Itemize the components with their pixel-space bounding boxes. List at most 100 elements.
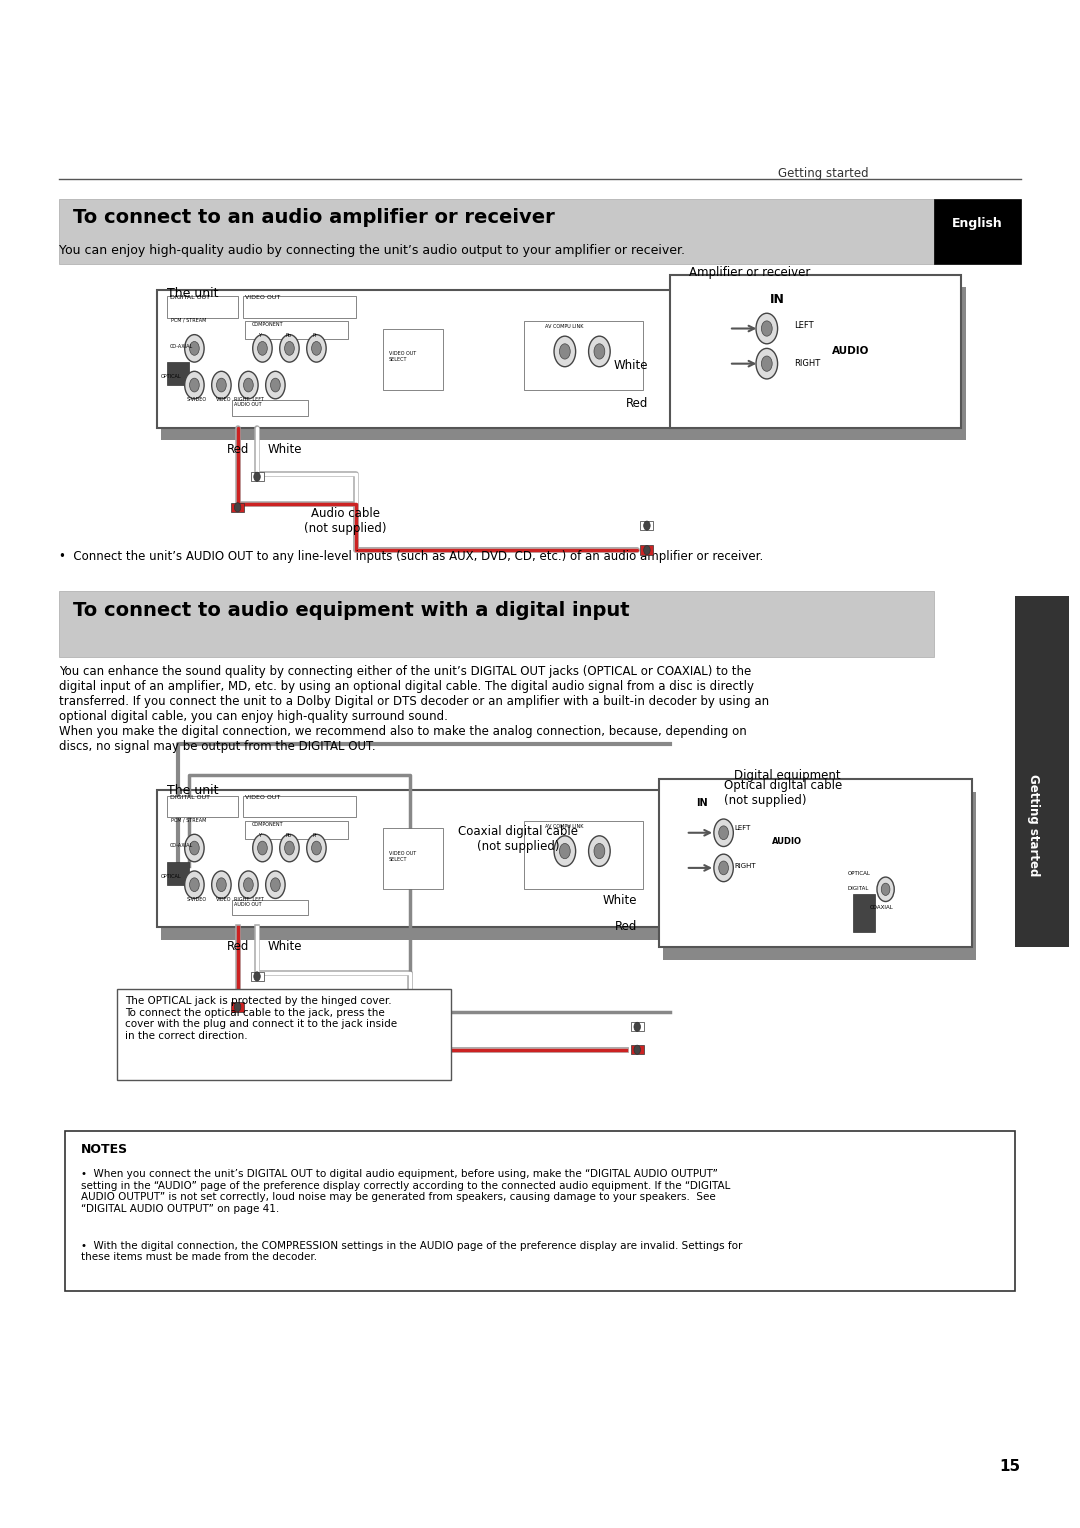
Bar: [631, 1022, 644, 1031]
Circle shape: [559, 344, 570, 359]
Text: Getting started: Getting started: [778, 167, 868, 180]
FancyBboxPatch shape: [245, 321, 348, 339]
Text: Pr: Pr: [312, 833, 318, 837]
Circle shape: [270, 877, 281, 892]
Circle shape: [644, 545, 650, 555]
Text: AUDIO: AUDIO: [772, 837, 802, 847]
FancyBboxPatch shape: [167, 796, 238, 817]
Text: AUDIO OUT: AUDIO OUT: [234, 902, 262, 906]
FancyBboxPatch shape: [524, 321, 643, 390]
FancyBboxPatch shape: [934, 199, 1021, 264]
Circle shape: [257, 342, 268, 356]
Circle shape: [589, 336, 610, 367]
Text: The unit: The unit: [167, 784, 219, 798]
Text: Red: Red: [615, 920, 637, 934]
Text: 15: 15: [999, 1459, 1021, 1475]
Circle shape: [212, 871, 231, 898]
Bar: [640, 545, 653, 555]
Text: •  Connect the unit’s AUDIO OUT to any line-level inputs (such as AUX, DVD, CD, : • Connect the unit’s AUDIO OUT to any li…: [59, 550, 764, 564]
Circle shape: [190, 877, 199, 892]
Text: Audio cable
(not supplied): Audio cable (not supplied): [305, 507, 387, 535]
Text: COAXIAL: COAXIAL: [869, 905, 893, 909]
Text: DIGITAL OUT: DIGITAL OUT: [170, 295, 210, 299]
Circle shape: [212, 371, 231, 399]
Text: Red: Red: [227, 443, 249, 457]
Text: •  When you connect the unit’s DIGITAL OUT to digital audio equipment, before us: • When you connect the unit’s DIGITAL OU…: [81, 1169, 730, 1213]
Circle shape: [254, 972, 260, 981]
Text: Pb: Pb: [285, 333, 292, 338]
Text: White: White: [268, 940, 302, 953]
Bar: [640, 521, 653, 530]
FancyBboxPatch shape: [663, 792, 976, 960]
Text: Red: Red: [227, 940, 249, 953]
Circle shape: [756, 313, 778, 344]
Circle shape: [190, 342, 199, 356]
Circle shape: [280, 834, 299, 862]
Circle shape: [634, 1045, 640, 1054]
Text: LEFT: LEFT: [734, 825, 751, 831]
Circle shape: [243, 877, 253, 892]
Text: AUDIO OUT: AUDIO OUT: [234, 402, 262, 406]
FancyBboxPatch shape: [524, 821, 643, 889]
Circle shape: [719, 827, 728, 840]
Text: To connect to audio equipment with a digital input: To connect to audio equipment with a dig…: [73, 601, 630, 619]
Text: Getting started: Getting started: [1027, 775, 1040, 876]
Text: You can enjoy high-quality audio by connecting the unit’s audio output to your a: You can enjoy high-quality audio by conn…: [59, 244, 686, 258]
Bar: [231, 503, 244, 512]
Circle shape: [243, 379, 253, 393]
Text: NOTES: NOTES: [81, 1143, 129, 1157]
FancyBboxPatch shape: [59, 591, 934, 657]
Circle shape: [634, 1022, 640, 1031]
FancyBboxPatch shape: [232, 900, 308, 915]
Circle shape: [594, 344, 605, 359]
Circle shape: [190, 379, 199, 393]
Text: RIGHT: RIGHT: [794, 359, 820, 368]
Circle shape: [266, 871, 285, 898]
Circle shape: [554, 336, 576, 367]
Circle shape: [185, 834, 204, 862]
FancyBboxPatch shape: [65, 1131, 1015, 1291]
Circle shape: [285, 342, 294, 356]
Circle shape: [185, 371, 204, 399]
Text: The OPTICAL jack is protected by the hinged cover.
To connect the optical cable : The OPTICAL jack is protected by the hin…: [125, 996, 397, 1041]
Text: Pb: Pb: [285, 833, 292, 837]
FancyBboxPatch shape: [1015, 596, 1069, 947]
Text: White: White: [268, 443, 302, 457]
FancyBboxPatch shape: [167, 362, 189, 385]
Circle shape: [266, 371, 285, 399]
FancyBboxPatch shape: [670, 275, 961, 428]
FancyBboxPatch shape: [167, 296, 238, 318]
Text: Coaxial digital cable
(not supplied): Coaxial digital cable (not supplied): [458, 825, 579, 853]
FancyBboxPatch shape: [243, 296, 356, 318]
FancyBboxPatch shape: [161, 802, 690, 940]
Text: PCM / STREAM: PCM / STREAM: [171, 817, 206, 822]
Text: White: White: [613, 359, 648, 373]
Circle shape: [185, 335, 204, 362]
FancyBboxPatch shape: [161, 303, 690, 440]
Circle shape: [714, 819, 733, 847]
Text: CO-AXIAL: CO-AXIAL: [170, 344, 193, 348]
Circle shape: [719, 862, 728, 876]
Text: Digital equipment: Digital equipment: [734, 769, 841, 782]
Text: VIDEO OUT: VIDEO OUT: [245, 795, 281, 799]
Text: PCM / STREAM: PCM / STREAM: [171, 318, 206, 322]
Circle shape: [756, 348, 778, 379]
Circle shape: [311, 342, 322, 356]
Text: English: English: [953, 217, 1002, 231]
Text: VIDEO OUT
SELECT: VIDEO OUT SELECT: [389, 351, 416, 362]
Text: S-VIDEO: S-VIDEO: [187, 397, 207, 402]
Circle shape: [254, 472, 260, 481]
Circle shape: [714, 854, 733, 882]
Circle shape: [253, 335, 272, 362]
Circle shape: [234, 503, 241, 512]
Text: RIGHT: RIGHT: [734, 863, 756, 869]
Text: Pr: Pr: [312, 333, 318, 338]
Text: Y: Y: [258, 333, 261, 338]
Circle shape: [239, 871, 258, 898]
FancyBboxPatch shape: [167, 862, 189, 885]
Circle shape: [644, 521, 650, 530]
Circle shape: [239, 371, 258, 399]
Circle shape: [761, 321, 772, 336]
Text: AV COMPU LINK: AV COMPU LINK: [545, 324, 584, 329]
Circle shape: [216, 379, 227, 393]
